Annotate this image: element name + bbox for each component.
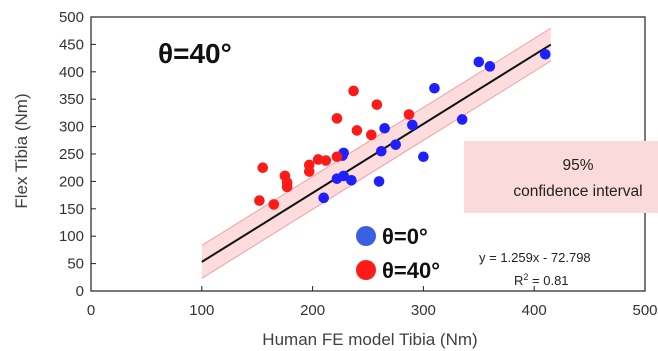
point-series-0-6: [373, 176, 385, 187]
point-series-1-9: [320, 155, 332, 166]
regression-line: [201, 43, 552, 263]
point-series-0-12: [429, 82, 440, 94]
point-series-1-16: [403, 109, 415, 120]
point-series-1-7: [303, 159, 315, 171]
confidence-band-lower-edge: [201, 60, 552, 279]
point-series-1-2: [268, 199, 280, 210]
confidence-interval-callout: 95% confidence interval: [464, 141, 658, 213]
point-series-1-15: [371, 99, 383, 110]
point-series-1-5: [281, 177, 293, 188]
point-series-1-10: [331, 113, 343, 124]
point-series-0-5: [346, 175, 357, 186]
x-tick-label-0: 0: [87, 302, 95, 319]
theta-annotation: θ=40°: [158, 38, 232, 69]
point-series-0-16: [539, 48, 551, 60]
point-series-1-8: [312, 154, 324, 165]
y-tick-label-250: 250: [59, 146, 84, 163]
y-tick-label-500: 500: [59, 9, 84, 26]
point-series-0-14: [473, 56, 485, 68]
regression-line-layer: [201, 43, 552, 263]
legend-marker-theta-40: [356, 260, 376, 280]
x-tick-label-100: 100: [189, 302, 214, 319]
y-axis-title: Flex Tibia (Nm): [12, 93, 31, 208]
ci-callout-line1: 95%: [562, 157, 593, 174]
x-tick-label-400: 400: [522, 302, 547, 319]
point-series-0-7: [375, 145, 387, 157]
legend-marker-theta-0: [356, 226, 376, 246]
y-tick-label-100: 100: [59, 228, 84, 245]
y-tick-label-200: 200: [59, 173, 84, 190]
point-series-0-8: [379, 122, 390, 134]
regression-equation: y = 1.259x - 72.798 R2 = 0.81: [479, 250, 591, 288]
y-tick-label-400: 400: [59, 64, 84, 81]
legend-label-theta-0: θ=0°: [382, 224, 428, 249]
point-series-1-14: [366, 129, 377, 141]
point-series-1-0: [254, 195, 265, 206]
ci-callout-box: [464, 141, 658, 213]
point-series-1-1: [257, 162, 269, 173]
point-series-1-11: [331, 151, 343, 163]
point-series-0-0: [318, 192, 329, 204]
point-series-0-9: [390, 139, 402, 150]
y-tick-label-0: 0: [76, 283, 84, 300]
x-axis-title: Human FE model Tibia (Nm): [262, 330, 477, 349]
point-series-0-4: [338, 170, 349, 182]
y-tick-label-450: 450: [59, 36, 84, 53]
point-series-0-10: [407, 119, 418, 131]
x-tick-label-300: 300: [411, 302, 436, 319]
point-series-1-12: [348, 85, 359, 97]
fit-equation: y = 1.259x - 72.798: [479, 250, 591, 265]
x-tick-label-200: 200: [300, 302, 325, 319]
data-points-layer: [254, 48, 551, 210]
fit-r-squared: R2 = 0.81: [514, 272, 569, 288]
legend-label-theta-40: θ=40°: [382, 258, 440, 283]
y-tick-label-150: 150: [59, 201, 84, 218]
point-series-0-13: [456, 114, 468, 125]
point-series-1-13: [351, 125, 363, 136]
y-tick-label-50: 50: [67, 256, 84, 273]
ci-callout-line2: confidence interval: [513, 183, 642, 200]
point-series-0-15: [484, 61, 496, 72]
y-tick-label-350: 350: [59, 91, 84, 108]
y-tick-label-300: 300: [59, 119, 84, 136]
point-series-0-11: [418, 151, 429, 163]
tick-labels-layer: 0 100 200 300 400 500 0 50 100 150 200 250 300 350 400…: [59, 9, 658, 319]
legend: θ=0° θ=40°: [356, 224, 440, 283]
x-tick-label-500: 500: [632, 302, 657, 319]
